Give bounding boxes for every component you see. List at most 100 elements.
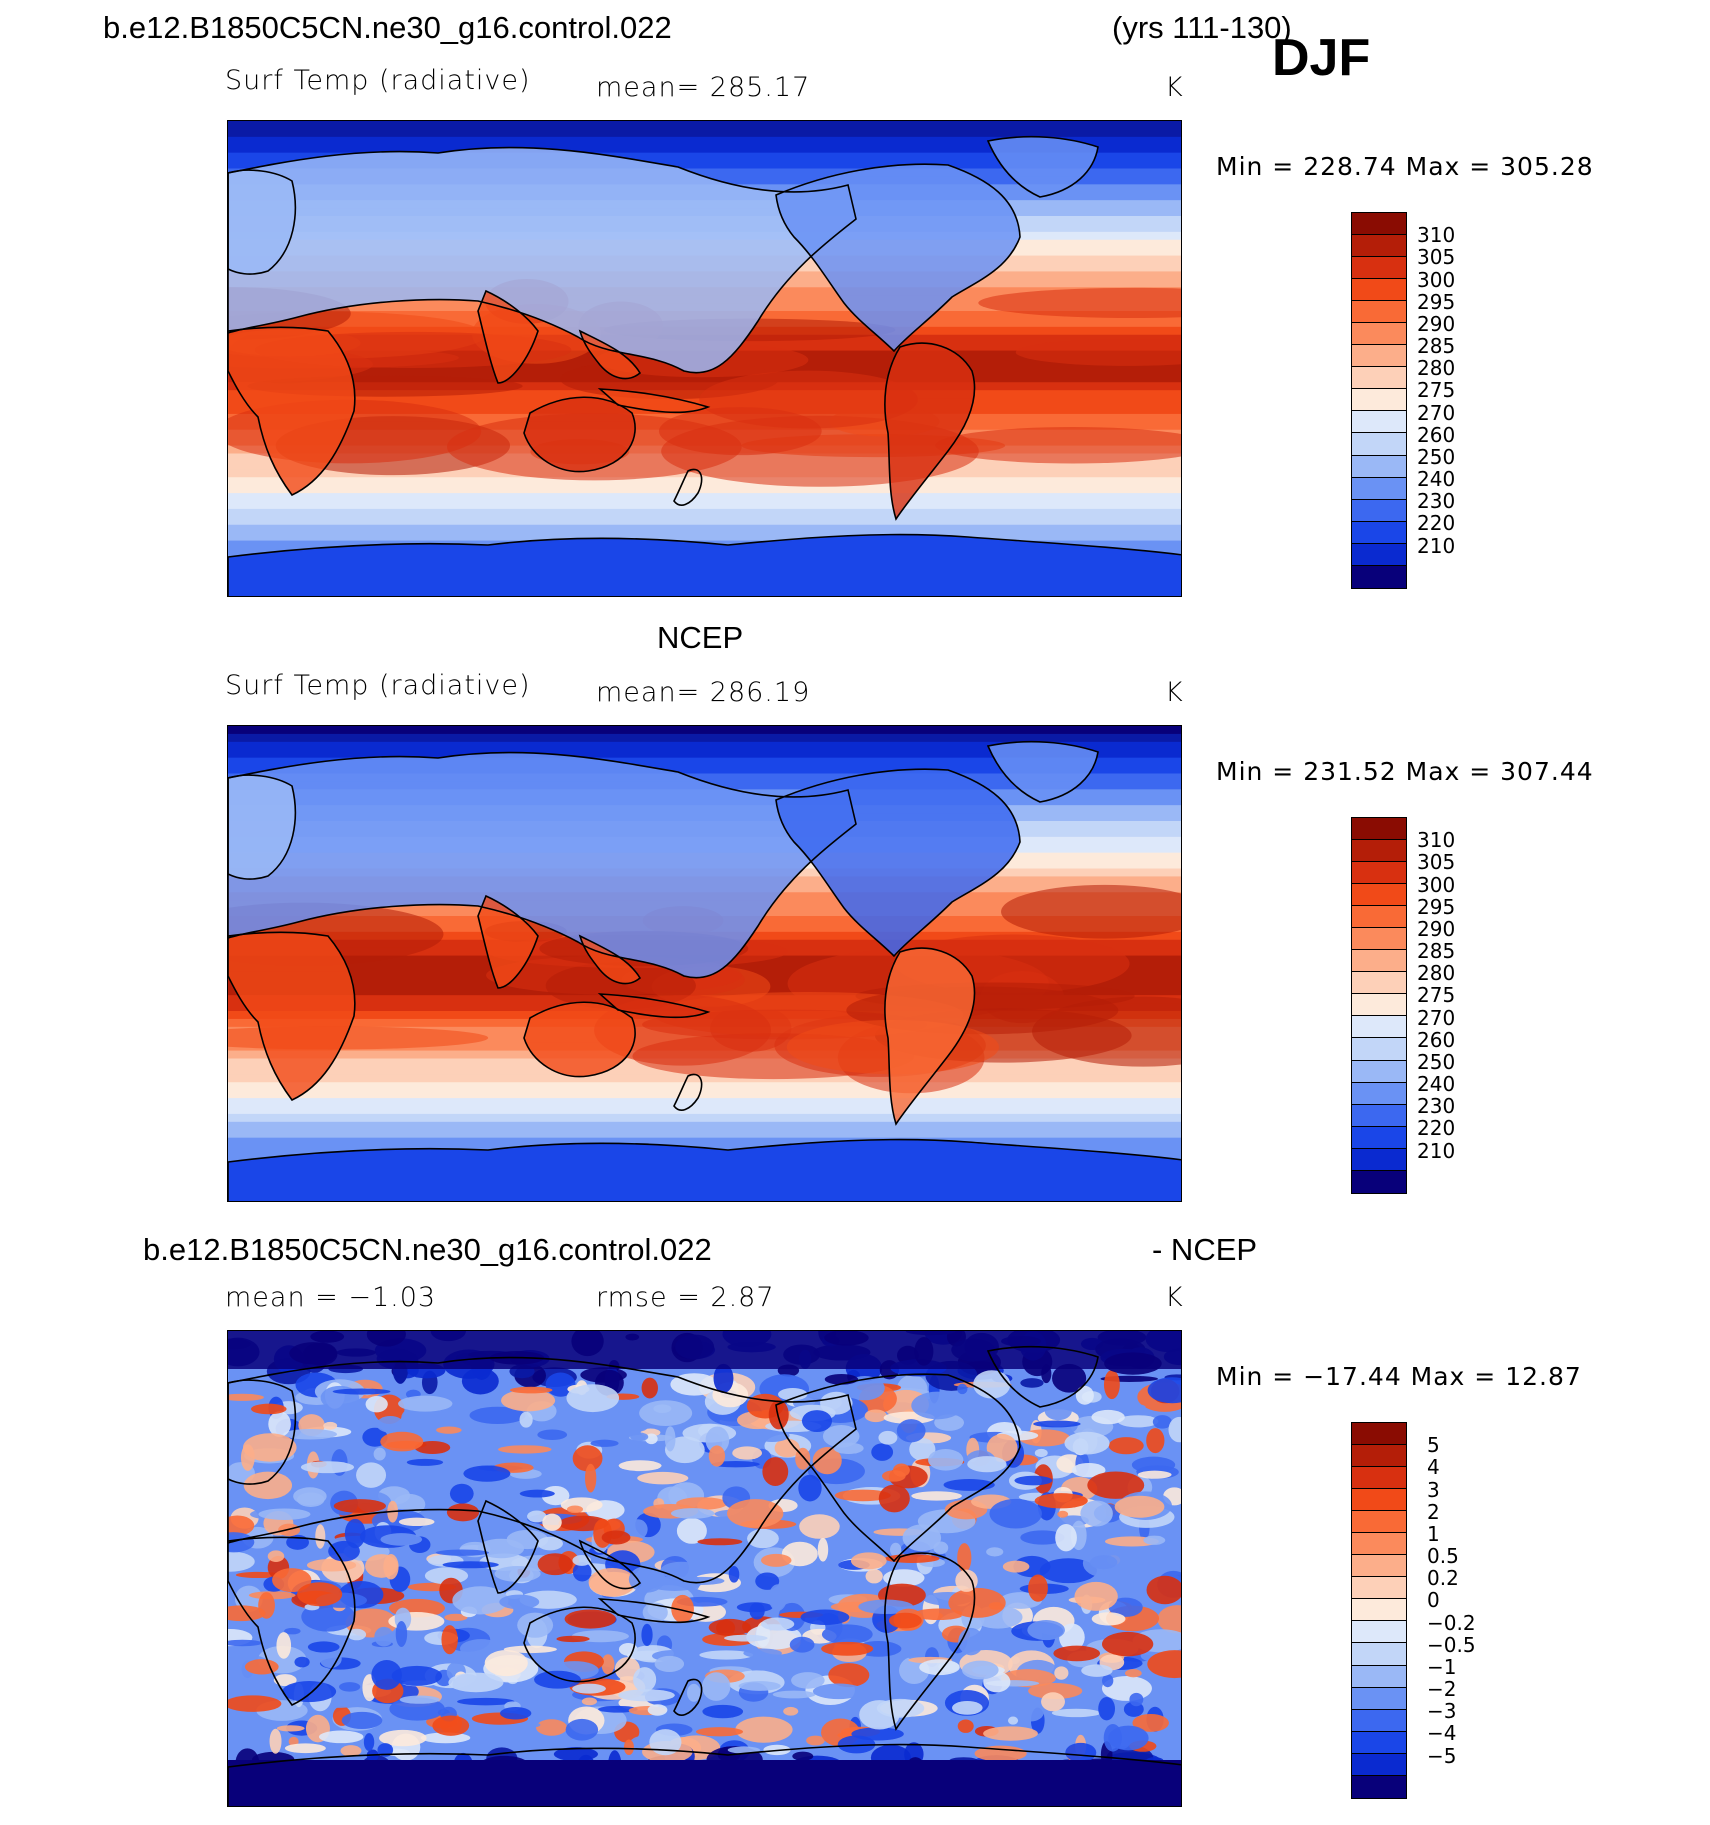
diff-blob xyxy=(628,1519,648,1540)
coastline-africa xyxy=(228,931,356,1101)
diff-blob xyxy=(496,1495,521,1523)
colorbar-swatch xyxy=(1352,543,1406,566)
colorbar-tick-label: 0 xyxy=(1427,1588,1440,1613)
antarctic-cold-bias xyxy=(228,1760,1181,1806)
diff-blob xyxy=(1081,1664,1113,1677)
diff-blob xyxy=(642,1602,668,1623)
diff-blob xyxy=(398,1395,453,1412)
diff-blob xyxy=(1102,1674,1114,1688)
diff-blob xyxy=(871,1443,894,1461)
diff-blob xyxy=(537,1553,573,1576)
colorbar-swatch xyxy=(1352,433,1406,456)
diff-blob xyxy=(436,1426,462,1434)
diff-blob xyxy=(850,1552,887,1570)
colorbar-tick-label: −0.5 xyxy=(1427,1632,1476,1657)
colorbar-swatch xyxy=(1352,477,1406,500)
diff-blob xyxy=(618,1460,662,1472)
colorbar-swatch xyxy=(1352,301,1406,324)
diff-blob xyxy=(315,1524,326,1549)
colorbar-swatch xyxy=(1352,389,1406,412)
diff-blob xyxy=(641,1623,653,1647)
coastline-antarctica xyxy=(228,533,1181,596)
diff-blob xyxy=(258,1508,311,1520)
diff-blob xyxy=(244,1659,279,1675)
diff-blob xyxy=(647,1704,668,1716)
coastline-seasia xyxy=(578,329,642,380)
diff-blob xyxy=(340,1745,362,1757)
coastline-newzealand xyxy=(673,1073,703,1111)
diff-blob xyxy=(228,1532,255,1553)
colorbar-swatch xyxy=(1352,1082,1406,1105)
diff-blob xyxy=(695,1727,744,1737)
panel-2-variable: Surf Temp (radiative) xyxy=(225,670,531,701)
panel-3-map xyxy=(227,1330,1182,1807)
panel-2-minmax: Min = 231.52 Max = 307.44 xyxy=(1216,757,1594,786)
coastline-antarctica xyxy=(228,1138,1181,1201)
colorbar-tick-label: 0.5 xyxy=(1427,1544,1459,1569)
cold-land-namerica xyxy=(776,769,1020,956)
diff-blob xyxy=(300,1461,355,1474)
panel-2-title: NCEP xyxy=(657,620,744,655)
diff-blob xyxy=(293,1487,327,1506)
diff-blob xyxy=(670,1508,715,1519)
temp-band xyxy=(228,1121,1181,1131)
diff-blob xyxy=(884,1554,940,1563)
diff-blob xyxy=(768,1584,787,1611)
diff-blob xyxy=(948,1587,1006,1618)
diff-blob xyxy=(373,1447,386,1461)
temp-band xyxy=(228,1074,1181,1084)
coastline-asia xyxy=(228,1356,857,1584)
coastline-seasia xyxy=(578,934,642,985)
diff-blob xyxy=(553,1747,599,1762)
diff-blob xyxy=(772,1690,816,1699)
diff-blob xyxy=(1020,1378,1044,1388)
diff-blob xyxy=(556,1635,590,1643)
diff-blob xyxy=(276,1725,305,1732)
temp-band xyxy=(228,493,1181,502)
diff-blob xyxy=(708,1618,751,1636)
panel-3-units: K xyxy=(1165,1282,1184,1313)
panel-3-minmax: Min = −17.44 Max = 12.87 xyxy=(1216,1362,1582,1391)
temp-band xyxy=(228,508,1181,518)
diff-blob xyxy=(339,1682,361,1692)
diff-blob xyxy=(833,1442,864,1454)
colorbar-swatch xyxy=(1352,345,1406,368)
diff-blob xyxy=(598,1705,638,1713)
diff-blob xyxy=(1034,1493,1088,1509)
warm-land-africa xyxy=(228,327,355,495)
coastline-namerica xyxy=(775,163,1021,353)
warm-anomaly xyxy=(699,370,918,429)
antarctic-cold xyxy=(228,1139,1181,1201)
diff-blob xyxy=(452,1586,509,1615)
diff-blob xyxy=(1098,1696,1116,1721)
diff-blob xyxy=(806,1735,825,1746)
case-title: b.e12.B1850C5CN.ne30_g16.control.022 xyxy=(103,10,672,45)
diff-blob xyxy=(1041,1692,1065,1712)
cold-land-europe xyxy=(228,775,296,880)
colorbar-swatch xyxy=(1352,1621,1406,1644)
diff-blob xyxy=(519,1489,555,1498)
diff-blob xyxy=(624,1419,649,1432)
diff-blob xyxy=(1002,1560,1030,1573)
diff-blob xyxy=(341,1711,383,1730)
diff-blob xyxy=(687,1683,701,1702)
panel-1-units: K xyxy=(1165,72,1184,103)
coastline-asia xyxy=(228,146,857,374)
diff-blob xyxy=(702,1672,731,1701)
colorbar-swatch xyxy=(1352,235,1406,258)
diff-blob xyxy=(228,1515,255,1536)
colorbar-tick-label: 290 xyxy=(1417,916,1456,941)
diff-blob xyxy=(484,1649,528,1677)
diff-blob xyxy=(812,1683,864,1700)
diff-blob xyxy=(228,1551,255,1572)
diff-blob xyxy=(1020,1530,1065,1545)
diff-blob xyxy=(705,1426,730,1454)
colorbar-swatch xyxy=(1352,279,1406,302)
diff-blob xyxy=(1125,1669,1142,1678)
temp-band xyxy=(228,121,1181,130)
diff-blob xyxy=(1028,1574,1048,1602)
temp-band xyxy=(228,485,1181,495)
diff-blob xyxy=(783,1706,799,1716)
colorbar-swatch xyxy=(1352,1060,1406,1083)
diff-blob xyxy=(888,1612,922,1629)
